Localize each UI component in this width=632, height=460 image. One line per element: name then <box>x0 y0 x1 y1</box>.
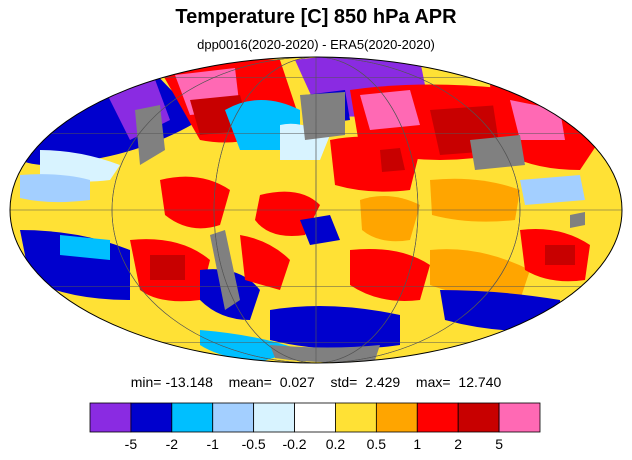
colorbar-tick-label: -0.2 <box>282 436 306 452</box>
region-warmer-indian-ocean <box>430 249 530 300</box>
colorbar-swatch <box>335 402 377 433</box>
colorbar-swatch <box>89 402 132 433</box>
min-label: min= <box>130 374 162 390</box>
colorbar-swatch <box>375 402 418 433</box>
colorbar-tick-label: 1 <box>413 436 421 452</box>
statistics-line: min= -13.148 mean= 0.027 std= 2.429 max= … <box>0 374 632 390</box>
meridian-line <box>111 57 521 363</box>
missing-rockies <box>135 105 165 165</box>
region-cold-southern-ocean <box>270 306 400 349</box>
colorbar-swatch <box>294 402 336 433</box>
missing-greenland <box>300 92 345 140</box>
max-label: max= <box>415 374 451 390</box>
region-cold-south-atlantic <box>300 215 340 245</box>
colorbar-swatch <box>171 402 214 433</box>
meridian-line <box>213 57 419 363</box>
region-warm-central-america <box>160 176 230 229</box>
missing-new-guinea <box>570 212 585 228</box>
region-cool-south-pacific <box>60 235 110 260</box>
std-label: std= <box>330 374 358 390</box>
colorbar-swatch <box>498 402 541 433</box>
region-warm-southern-africa <box>350 249 430 301</box>
colorbar-tick-label: 2 <box>454 436 462 452</box>
plot-subtitle: dpp0016(2020-2020) - ERA5(2020-2020) <box>197 37 435 52</box>
colorbar-tick-label: -2 <box>166 436 179 452</box>
mean-label: mean= <box>228 374 272 390</box>
colorbar-tick-label: -1 <box>207 436 220 452</box>
min-value: -13.148 <box>165 374 213 390</box>
colorbar-tick-label: 5 <box>495 436 503 452</box>
colorbar-swatch <box>253 402 295 433</box>
region-slightly-cool-pacific <box>40 150 120 182</box>
region-very-warm-scandinavia <box>360 90 420 130</box>
colorbar-tick-label: 0.2 <box>326 436 346 452</box>
region-hot-australia <box>545 245 575 265</box>
region-warmer-india <box>430 178 520 222</box>
region-warmer-central-africa <box>360 196 420 242</box>
colorbar-swatch <box>416 402 459 433</box>
colorbar-swatch <box>457 402 500 433</box>
std-value: 2.429 <box>365 374 401 390</box>
region-hot-sahara <box>380 148 405 172</box>
missing-tibet <box>470 135 525 170</box>
region-cool-west-pacific <box>520 175 585 205</box>
graticule <box>10 57 622 363</box>
colorbar-swatch <box>130 402 173 433</box>
region-cool-tropical-pacific <box>20 174 90 203</box>
colorbar-tick-label: -0.5 <box>242 436 266 452</box>
max-value: 12.740 <box>458 374 502 390</box>
colorbar-tick-label: -5 <box>125 436 138 452</box>
region-hot-south-pacific <box>150 255 185 280</box>
missing-antarctica <box>270 345 380 363</box>
plot-title: Temperature [C] 850 hPa APR <box>175 6 457 28</box>
region-warm-south-america <box>240 235 290 290</box>
colorbar-swatch <box>212 402 255 433</box>
colorbar-tick-label: 0.5 <box>367 436 387 452</box>
mean-value: 0.027 <box>279 374 315 390</box>
globe-outline <box>9 56 623 364</box>
